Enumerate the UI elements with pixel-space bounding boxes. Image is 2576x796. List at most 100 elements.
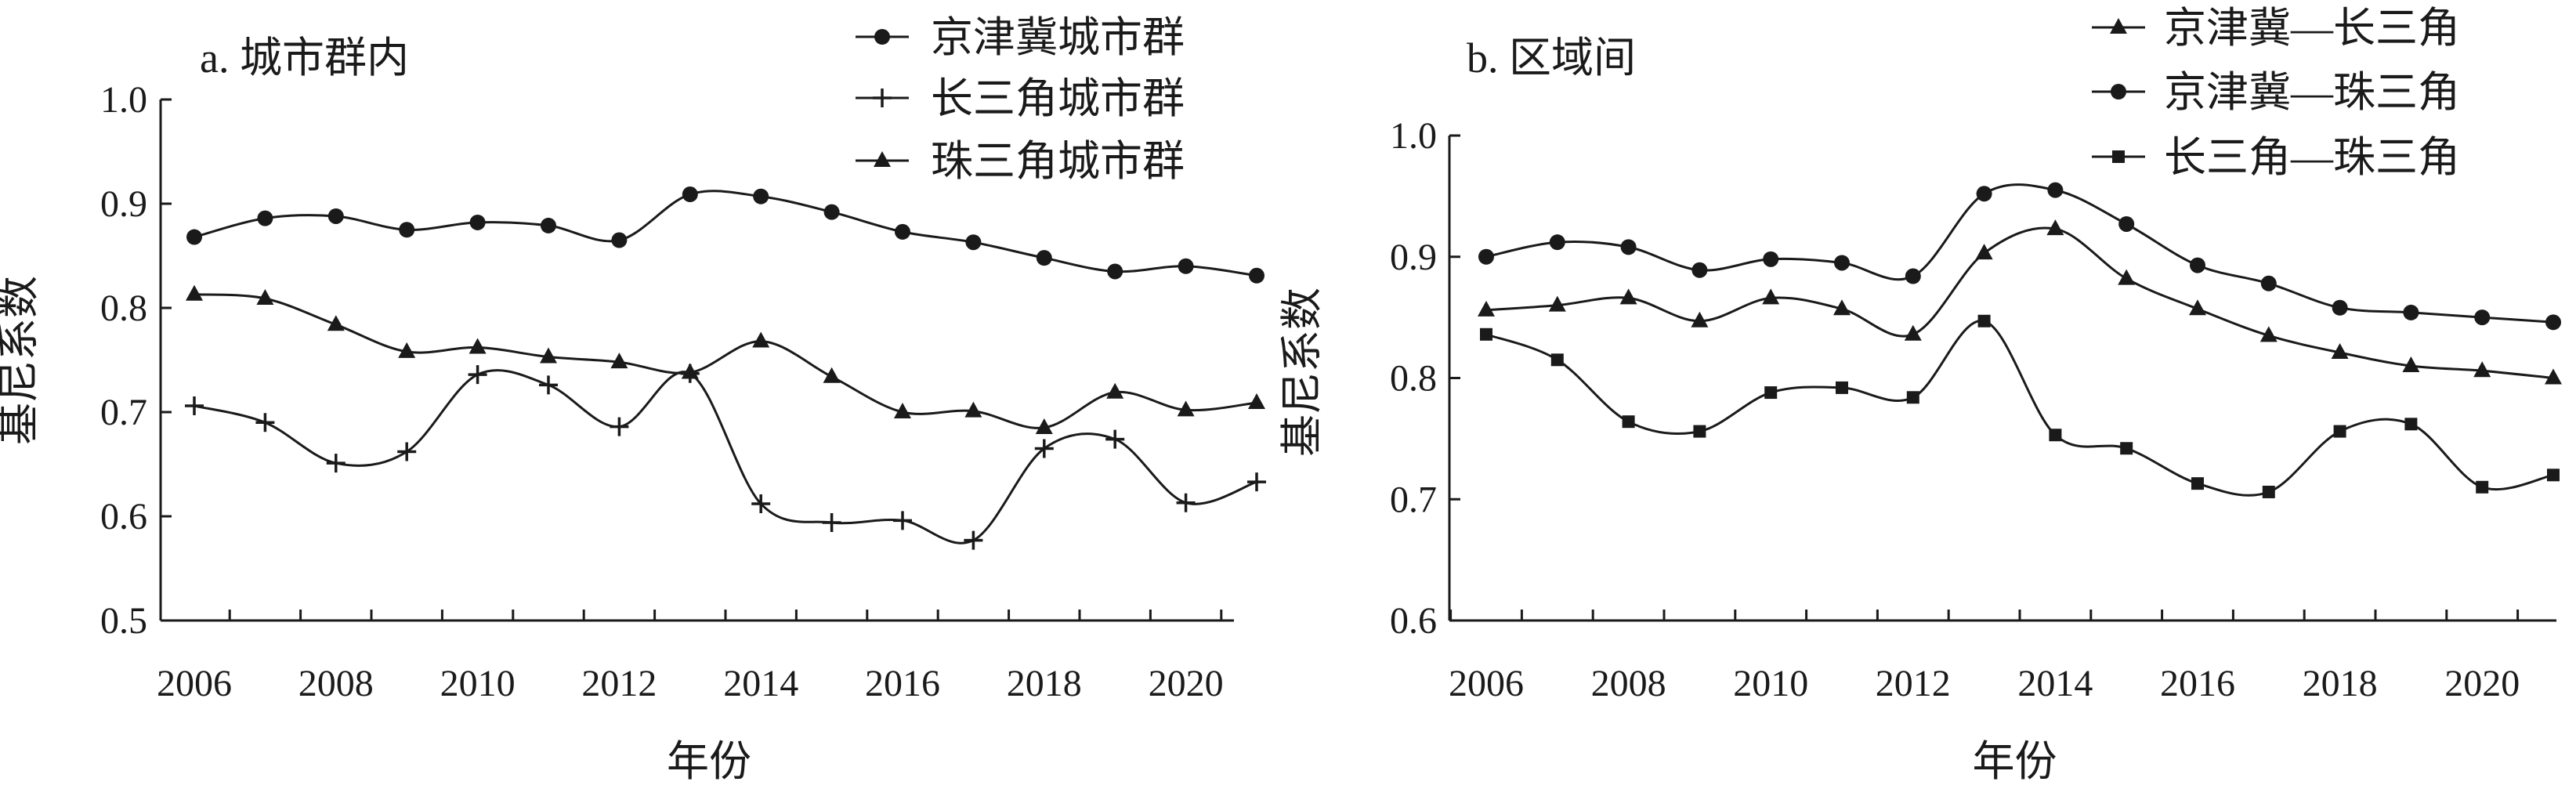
panel-b-x-tick-label: 2018 bbox=[2303, 663, 2378, 704]
panel-a-data-point bbox=[610, 417, 629, 436]
panel-a-data-point bbox=[822, 512, 841, 532]
panel-b-data-point bbox=[2545, 368, 2562, 385]
panel-b-x-tick-label: 2006 bbox=[1449, 663, 1524, 704]
panel-b-data-point bbox=[1549, 234, 1565, 251]
panel-b-data-point bbox=[1619, 288, 1637, 305]
panel-b-data-point bbox=[1691, 262, 1708, 278]
panel-b-data-point bbox=[2047, 182, 2064, 198]
panel-b-series-line bbox=[1485, 226, 2554, 379]
panel-a-y-tick-label: 1.0 bbox=[100, 79, 147, 121]
panel-b-data-point bbox=[1905, 268, 1921, 284]
panel-b-data-point bbox=[1976, 186, 1992, 202]
panel-b-data-point bbox=[1975, 244, 1993, 260]
panel-a-data-point bbox=[327, 208, 344, 224]
panel-a-data-point bbox=[1247, 472, 1266, 492]
panel-b-data-point bbox=[1622, 415, 1635, 429]
panel-a-data-point bbox=[468, 365, 487, 385]
panel-b-data-point bbox=[2259, 326, 2278, 342]
panel-b-data-point bbox=[2476, 480, 2489, 494]
panel-a-data-point bbox=[964, 401, 982, 418]
panel-b-series-2 bbox=[1478, 182, 2561, 331]
panel-b-data-point bbox=[2547, 469, 2560, 482]
panel-b-data-point bbox=[1478, 300, 1495, 317]
panel-b-data-point bbox=[2118, 215, 2135, 232]
panel-b-data-point bbox=[1836, 381, 1848, 394]
panel-a-series-line bbox=[194, 190, 1257, 277]
panel-b-data-point bbox=[1691, 311, 1709, 327]
panel-a-data-point bbox=[1107, 263, 1123, 280]
panel-a-data-point bbox=[1176, 493, 1196, 512]
panel-a-data-point bbox=[894, 403, 911, 418]
panel-b-y-tick-label: 0.6 bbox=[1390, 600, 1437, 642]
panel-b-data-point bbox=[1478, 248, 1494, 265]
panel-a-data-point bbox=[326, 454, 346, 473]
panel-a-data-point bbox=[257, 210, 273, 226]
panel-a-legend-label: 京津冀城市群 bbox=[931, 14, 1185, 61]
panel-a-legend-entry: 珠三角城市群 bbox=[856, 138, 1185, 185]
panel-b-chart: 0.6 0.7 0.8 0.9 1.0 2006 2008 2010 2012 2014 2016 2… bbox=[1279, 5, 2562, 785]
panel-b-legend-entry: 京津冀—长三角 bbox=[2092, 5, 2460, 52]
panel-b-legend-entry: 京津冀—珠三角 bbox=[2092, 69, 2460, 116]
panel-a-x-tick-label: 2018 bbox=[1007, 663, 1082, 704]
panel-b-data-point bbox=[2118, 269, 2136, 285]
panel-a-legend-marker bbox=[873, 89, 892, 107]
panel-a-data-point bbox=[1036, 250, 1052, 266]
panel-a-x-tick-label: 2014 bbox=[723, 663, 798, 704]
panel-a-x-tick-label: 2008 bbox=[298, 663, 374, 704]
panel-b-y-tick-label: 1.0 bbox=[1390, 115, 1437, 157]
panel-a-data-point bbox=[185, 396, 204, 416]
panel-b-data-point bbox=[2404, 418, 2418, 431]
panel-b-x-tick-label: 2016 bbox=[2160, 663, 2235, 704]
panel-a-data-point bbox=[1106, 382, 1124, 399]
panel-a-x-axis-title: 年份 bbox=[667, 738, 751, 785]
panel-b-data-point bbox=[1904, 324, 1922, 341]
panel-b-data-point bbox=[1693, 425, 1706, 438]
panel-b-data-point bbox=[2191, 477, 2204, 490]
panel-a-y-axis-title: 基尼系数 bbox=[0, 276, 42, 445]
panel-b-legend-label: 京津冀—长三角 bbox=[2164, 5, 2460, 52]
panel-b-data-point bbox=[2331, 343, 2349, 360]
panel-b-y-tick-label: 0.9 bbox=[1390, 237, 1437, 278]
panel-a-y-tick-label: 0.9 bbox=[100, 183, 147, 225]
panel-b-series-3 bbox=[1480, 314, 2560, 498]
panel-a-legend-marker bbox=[874, 29, 890, 45]
panel-a-x-tick-label: 2006 bbox=[157, 663, 232, 704]
panel-a-x-tick-label: 2020 bbox=[1149, 663, 1224, 704]
panel-b-data-point bbox=[1480, 327, 1492, 341]
panel-b-data-point bbox=[1833, 299, 1851, 316]
panel-a-y-tick-label: 0.7 bbox=[100, 392, 147, 433]
panel-a-data-point bbox=[541, 217, 556, 233]
panel-b-y-tick-label: 0.7 bbox=[1390, 479, 1437, 520]
panel-b-data-point bbox=[2333, 425, 2346, 438]
panel-b-title: b. 区域间 bbox=[1467, 34, 1636, 81]
panel-b-x-tick-label: 2020 bbox=[2444, 663, 2520, 704]
panel-b-data-point bbox=[1550, 353, 1564, 367]
panel-b-data-point bbox=[1906, 391, 1919, 404]
panel-b-legend-label: 长三角—珠三角 bbox=[2164, 134, 2460, 181]
panel-a-data-point bbox=[399, 222, 415, 238]
panel-b-data-point bbox=[1764, 386, 1778, 400]
panel-a-data-point bbox=[397, 442, 417, 461]
panel-a-title: a. 城市群内 bbox=[200, 34, 409, 81]
panel-b-data-point bbox=[1548, 295, 1566, 312]
panel-a-data-point bbox=[753, 188, 769, 204]
panel-b-y-tick-label: 0.8 bbox=[1390, 358, 1437, 400]
panel-b-data-point bbox=[2402, 356, 2420, 373]
panel-b-legend-marker bbox=[2110, 18, 2127, 34]
panel-a-series-3 bbox=[186, 284, 1265, 434]
panel-a-series-line bbox=[194, 369, 1257, 545]
panel-a-legend-marker bbox=[874, 151, 891, 167]
panel-a-data-point bbox=[682, 186, 698, 203]
panel-b-legend-label: 京津冀—珠三角 bbox=[2164, 69, 2460, 116]
panel-a-x-tick-label: 2010 bbox=[440, 663, 516, 704]
panel-b-data-point bbox=[1977, 314, 1991, 327]
panel-a-data-point bbox=[327, 315, 345, 331]
panel-a-data-point bbox=[469, 214, 486, 230]
panel-b-y-axis-title: 基尼系数 bbox=[1279, 288, 1326, 457]
panel-a-data-point bbox=[186, 229, 202, 245]
panel-b-data-point bbox=[2260, 275, 2277, 291]
panel-b-x-tick-label: 2008 bbox=[1591, 663, 1666, 704]
panel-a-x-tick-label: 2016 bbox=[865, 663, 940, 704]
panel-a-chart: 0.5 0.6 0.7 0.8 0.9 1.0 2006 2008 2010 2012 2014 20… bbox=[0, 14, 1266, 785]
panel-a-data-point bbox=[1178, 258, 1194, 274]
